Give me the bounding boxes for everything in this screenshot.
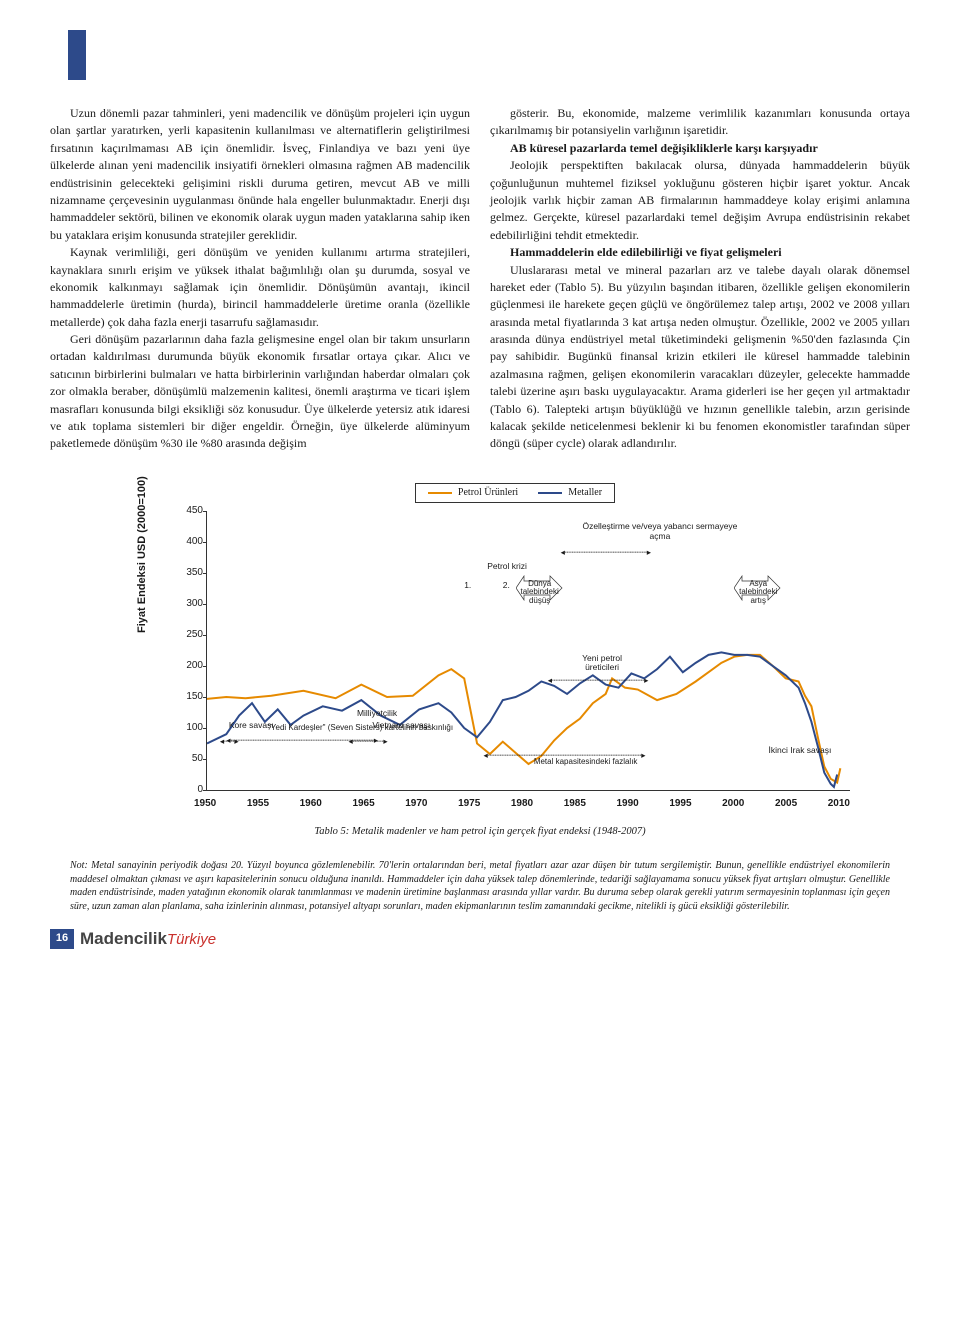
x-tick-label: 1990 xyxy=(617,797,639,812)
y-tick-mark xyxy=(203,542,207,543)
page-footer: 16 MadencilikTürkiye xyxy=(50,927,910,952)
y-tick-label: 250 xyxy=(177,628,203,643)
footnote: Not: Metal sanayinin periyodik doğası 20… xyxy=(70,859,890,913)
y-tick-label: 200 xyxy=(177,659,203,674)
arrow-icon: ◂┄┄┄┄┄┄┄┄┄┄┄┄┄┄┄┄┄┄▸ xyxy=(548,676,649,686)
chart-caption: Tablo 5: Metalik madenler ve ham petrol … xyxy=(50,824,910,839)
arrow-icon: ◂┄┄┄┄┄┄┄┄┄┄┄┄┄┄┄┄┄┄┄┄┄┄┄┄┄┄┄┄┄┄▸ xyxy=(483,751,645,761)
y-tick-mark xyxy=(203,666,207,667)
y-tick-label: 350 xyxy=(177,566,203,581)
x-tick-label: 2005 xyxy=(775,797,797,812)
chart-frame: Kore savaşı ◂┄┄▸ Vietnam savaşı ◂┄┄┄┄┄┄▸… xyxy=(180,511,850,812)
legend-swatch-metal xyxy=(538,492,562,494)
header-accent xyxy=(68,30,86,80)
paragraph: Jeolojik perspektiften bakılacak olursa,… xyxy=(490,157,910,244)
legend-label: Petrol Ürünleri xyxy=(458,486,518,501)
y-tick-mark xyxy=(203,635,207,636)
y-tick-mark xyxy=(203,790,207,791)
ann-milliyetcilik: Milliyetçilik xyxy=(342,709,412,719)
left-column: Uzun dönemli pazar tahminleri, yeni made… xyxy=(50,105,470,453)
heading: AB küresel pazarlarda temel değişiklikle… xyxy=(490,140,910,157)
logo-main-text: Madencilik xyxy=(80,929,167,948)
ann-yedi: "Yedi Kardeşler" (Seven Sisters) karteli… xyxy=(246,723,476,732)
x-tick-label: 1975 xyxy=(458,797,480,812)
ann-two: 2. xyxy=(503,581,510,591)
ann-petrol-krizi: Petrol krizi xyxy=(477,562,537,572)
ann-yeni-petrol: Yeni petrol üreticileri xyxy=(567,654,637,674)
chart-container: Petrol Ürünleri Metaller Fiyat Endeksi U… xyxy=(50,483,910,812)
arrow-icon: ◂┄┄┄┄┄┄┄┄┄┄┄┄┄┄┄┄┄┄┄┄┄┄┄┄┄┄┄┄▸ xyxy=(226,736,378,746)
y-tick-mark xyxy=(203,697,207,698)
x-tick-label: 1965 xyxy=(352,797,374,812)
ann-one: 1. xyxy=(464,581,471,591)
legend-swatch-petrol xyxy=(428,492,452,494)
x-tick-label: 1955 xyxy=(247,797,269,812)
legend-label: Metaller xyxy=(568,486,602,501)
ann-ozen: Özelleştirme ve/veya yabancı sermayeye a… xyxy=(580,522,740,542)
x-tick-label: 1970 xyxy=(405,797,427,812)
y-tick-label: 450 xyxy=(177,504,203,519)
logo-sub-text: Türkiye xyxy=(167,931,216,948)
legend-metal: Metaller xyxy=(538,486,602,501)
y-tick-mark xyxy=(203,573,207,574)
x-tick-label: 1950 xyxy=(194,797,216,812)
x-tick-label: 1960 xyxy=(300,797,322,812)
x-tick-label: 1985 xyxy=(564,797,586,812)
y-tick-label: 400 xyxy=(177,535,203,550)
x-tick-label: 2000 xyxy=(722,797,744,812)
y-tick-mark xyxy=(203,759,207,760)
arrow-icon: ◂┄┄┄┄┄┄┄┄┄┄┄┄┄┄┄┄▸ xyxy=(561,548,651,558)
y-tick-mark xyxy=(203,511,207,512)
paragraph: gösterir. Bu, ekonomide, malzeme verimli… xyxy=(490,105,910,140)
x-tick-label: 2010 xyxy=(828,797,850,812)
y-tick-label: 300 xyxy=(177,597,203,612)
plot-area: Kore savaşı ◂┄┄▸ Vietnam savaşı ◂┄┄┄┄┄┄▸… xyxy=(206,511,850,791)
paragraph: Geri dönüşüm pazarlarının daha fazla gel… xyxy=(50,331,470,453)
page-number: 16 xyxy=(50,929,74,949)
series-metal xyxy=(207,653,837,788)
right-column: gösterir. Bu, ekonomide, malzeme verimli… xyxy=(490,105,910,453)
paragraph: Uzun dönemli pazar tahminleri, yeni made… xyxy=(50,105,470,244)
publication-logo: MadencilikTürkiye xyxy=(80,927,216,952)
y-tick-label: 0 xyxy=(177,783,203,798)
heading: Hammaddelerin elde edilebilirliği ve fiy… xyxy=(490,244,910,261)
body-columns: Uzun dönemli pazar tahminleri, yeni made… xyxy=(50,105,910,453)
x-tick-label: 1980 xyxy=(511,797,533,812)
y-tick-mark xyxy=(203,604,207,605)
ann-irak: İkinci Irak savaşı xyxy=(760,746,840,756)
chart-svg xyxy=(207,511,850,790)
chart-legend: Petrol Ürünleri Metaller xyxy=(415,483,615,504)
paragraph: Kaynak verimliliği, geri dönüşüm ve yeni… xyxy=(50,244,470,331)
ann-dunya: Dünya talebindeki düşüş xyxy=(516,573,564,603)
y-tick-mark xyxy=(203,728,207,729)
y-tick-label: 100 xyxy=(177,721,203,736)
ann-asya: Asya talebindeki artış xyxy=(734,573,782,603)
legend-petrol: Petrol Ürünleri xyxy=(428,486,518,501)
paragraph: Uluslararası metal ve mineral pazarları … xyxy=(490,262,910,453)
y-tick-label: 50 xyxy=(177,752,203,767)
x-tick-label: 1995 xyxy=(669,797,691,812)
x-axis-ticks: 1950 1955 1960 1965 1970 1975 1980 1985 1990 1995… xyxy=(194,797,850,812)
y-axis-label: Fiyat Endeksi USD (2000=100) xyxy=(135,476,151,633)
y-tick-label: 150 xyxy=(177,690,203,705)
